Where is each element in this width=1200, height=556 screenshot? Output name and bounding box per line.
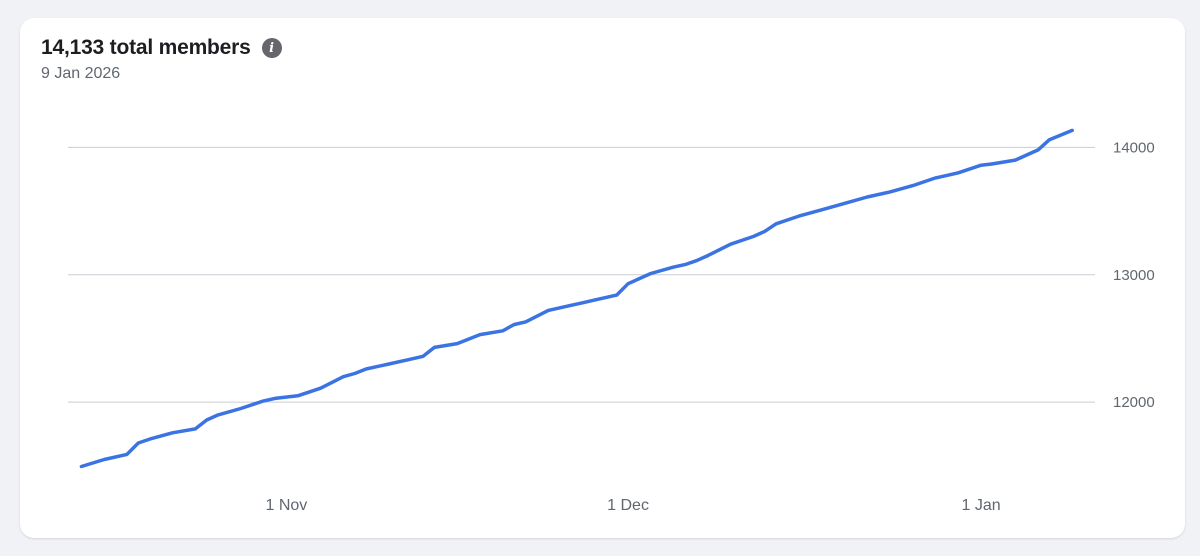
chart-title: 14,133 total members xyxy=(41,36,251,59)
data-point xyxy=(433,346,436,349)
data-point xyxy=(171,431,174,434)
data-point xyxy=(729,242,732,246)
data-point xyxy=(342,375,345,378)
data-point xyxy=(205,418,208,422)
gridlines xyxy=(68,146,1095,403)
data-point xyxy=(866,195,869,199)
data-point xyxy=(319,386,322,390)
title-row: 14,133 total members i xyxy=(41,36,282,60)
y-axis-ticks: 12000 13000 14000 xyxy=(1113,139,1155,411)
data-point xyxy=(216,413,220,417)
data-point xyxy=(1025,153,1028,157)
chart-date: 9 Jan 2026 xyxy=(41,65,121,82)
data-point xyxy=(991,162,994,166)
data-point xyxy=(945,174,949,177)
data-point xyxy=(888,190,892,194)
data-point xyxy=(626,282,630,285)
data-point xyxy=(239,407,243,410)
data-point xyxy=(137,441,140,445)
data-point xyxy=(843,202,846,205)
data-point xyxy=(820,208,823,211)
data-point xyxy=(148,437,151,441)
x-tick-label: 1 Nov xyxy=(265,497,307,514)
y-tick-label: 12000 xyxy=(1113,394,1155,411)
data-point xyxy=(364,367,368,371)
data-point xyxy=(512,323,516,326)
data-point xyxy=(695,259,698,262)
y-tick-label: 14000 xyxy=(1113,139,1155,156)
data-point xyxy=(1014,158,1017,162)
data-point xyxy=(649,272,653,275)
data-point xyxy=(957,171,960,175)
data-point xyxy=(194,427,197,431)
data-point xyxy=(387,362,391,366)
data-point xyxy=(501,329,504,333)
data-point xyxy=(683,263,687,266)
data-point xyxy=(353,372,356,375)
data-point xyxy=(934,176,937,180)
chart-header: 14,133 total members i 9 Jan 2026 xyxy=(41,36,282,83)
members-chart-card: 14,133 total members i 9 Jan 2026 xyxy=(20,18,1185,538)
x-axis-ticks: 1 Nov 1 Dec 1 Jan xyxy=(265,497,1000,514)
data-point xyxy=(478,333,482,336)
data-point xyxy=(421,355,425,358)
data-point xyxy=(410,357,413,361)
data-point xyxy=(547,309,550,312)
info-icon[interactable]: i xyxy=(261,38,282,58)
series-layer xyxy=(79,128,1074,469)
data-point xyxy=(102,458,106,461)
data-point xyxy=(273,397,277,400)
data-point xyxy=(911,184,914,187)
data-point xyxy=(763,230,766,233)
data-point xyxy=(80,465,83,468)
x-tick-label: 1 Jan xyxy=(962,497,1001,514)
data-point xyxy=(672,265,675,269)
data-point xyxy=(797,214,801,218)
data-point xyxy=(592,299,596,302)
y-tick-label: 13000 xyxy=(1113,267,1155,284)
x-tick-label: 1 Dec xyxy=(607,497,649,514)
data-point xyxy=(615,293,618,297)
info-glyph: i xyxy=(269,40,275,56)
data-point xyxy=(979,163,983,167)
data-point xyxy=(262,399,265,403)
data-point xyxy=(706,254,709,257)
data-point xyxy=(1036,148,1040,152)
data-point xyxy=(296,394,299,398)
data-point xyxy=(1048,138,1051,141)
data-point xyxy=(569,304,573,307)
members-series-line xyxy=(79,128,1074,469)
data-point xyxy=(1071,129,1074,132)
data-point xyxy=(524,320,527,324)
data-point xyxy=(774,222,778,225)
data-point xyxy=(752,235,755,238)
data-point xyxy=(581,301,584,304)
data-point xyxy=(125,453,129,456)
data-point xyxy=(456,342,459,345)
